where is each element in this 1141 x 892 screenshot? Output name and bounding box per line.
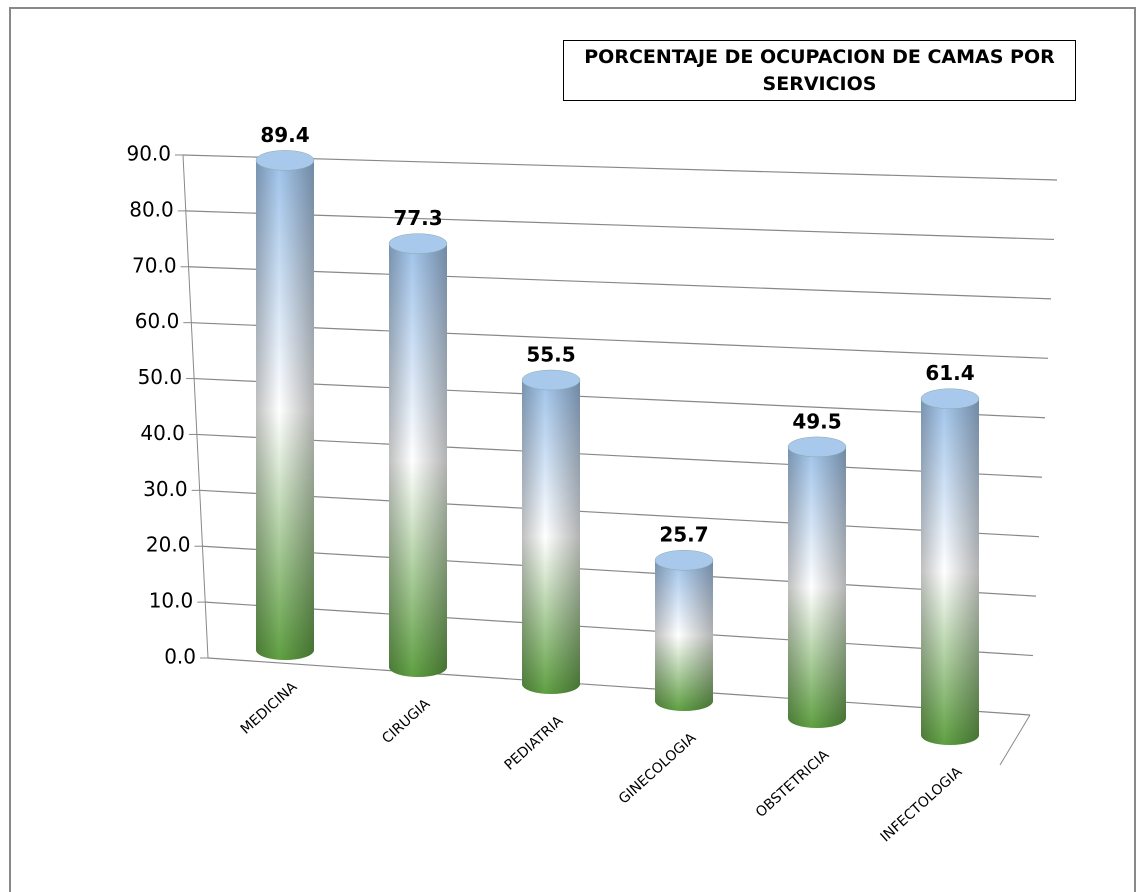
value-label: 61.4 bbox=[925, 361, 974, 385]
x-tick-label: CIRUGIA bbox=[379, 696, 433, 747]
grid-line bbox=[196, 433, 1043, 478]
x-tick-label: OBSTETRICIA bbox=[753, 747, 833, 821]
bar-shade bbox=[522, 380, 580, 694]
bar-top bbox=[920, 388, 980, 409]
y-tick-label: 40.0 bbox=[140, 421, 185, 445]
grid-line bbox=[185, 210, 1055, 241]
y-tick-label: 0.0 bbox=[164, 645, 196, 669]
value-label: 89.4 bbox=[260, 123, 309, 147]
y-tick-label: 20.0 bbox=[146, 533, 191, 557]
grid-line bbox=[191, 322, 1049, 359]
bar-shade bbox=[256, 160, 314, 661]
y-tick-label: 10.0 bbox=[149, 589, 194, 613]
grid-line bbox=[207, 657, 1031, 716]
x-tick-label: PEDIATRIA bbox=[502, 713, 567, 774]
grid-line bbox=[188, 266, 1052, 300]
bar-top bbox=[255, 150, 315, 171]
bar-top bbox=[388, 233, 448, 254]
grid-line bbox=[199, 489, 1040, 538]
value-label: 25.7 bbox=[659, 523, 708, 547]
bar-shade bbox=[389, 243, 447, 677]
grid-line bbox=[194, 377, 1046, 419]
x-tick-label: GINECOLOGIA bbox=[616, 730, 700, 808]
y-tick-label: 30.0 bbox=[143, 477, 188, 501]
y-tick-label: 70.0 bbox=[132, 253, 177, 277]
y-tick-label: 90.0 bbox=[126, 142, 171, 166]
bar-shade bbox=[788, 446, 846, 728]
bar-top bbox=[787, 436, 847, 458]
value-label: 49.5 bbox=[792, 409, 841, 433]
axis-line bbox=[182, 154, 209, 659]
y-tick-label: 50.0 bbox=[138, 365, 183, 389]
y-tick-label: 60.0 bbox=[135, 309, 180, 333]
x-tick-label: MEDICINA bbox=[238, 679, 301, 738]
frame bbox=[9, 7, 1136, 892]
y-tick-label: 80.0 bbox=[129, 197, 174, 221]
x-tick-label: INFECTOLOGIA bbox=[878, 764, 966, 846]
grid-line bbox=[205, 601, 1034, 657]
grid-line bbox=[202, 545, 1037, 597]
bar-shade bbox=[655, 560, 713, 711]
bar-top bbox=[654, 549, 714, 571]
value-label: 55.5 bbox=[526, 343, 575, 367]
bar-top bbox=[521, 369, 581, 391]
axis-line bbox=[999, 714, 1031, 766]
value-label: 77.3 bbox=[393, 206, 442, 230]
chart-title: PORCENTAJE DE OCUPACION DE CAMAS POR SER… bbox=[563, 40, 1076, 101]
grid-line bbox=[182, 154, 1058, 181]
bar-shade bbox=[921, 398, 979, 745]
